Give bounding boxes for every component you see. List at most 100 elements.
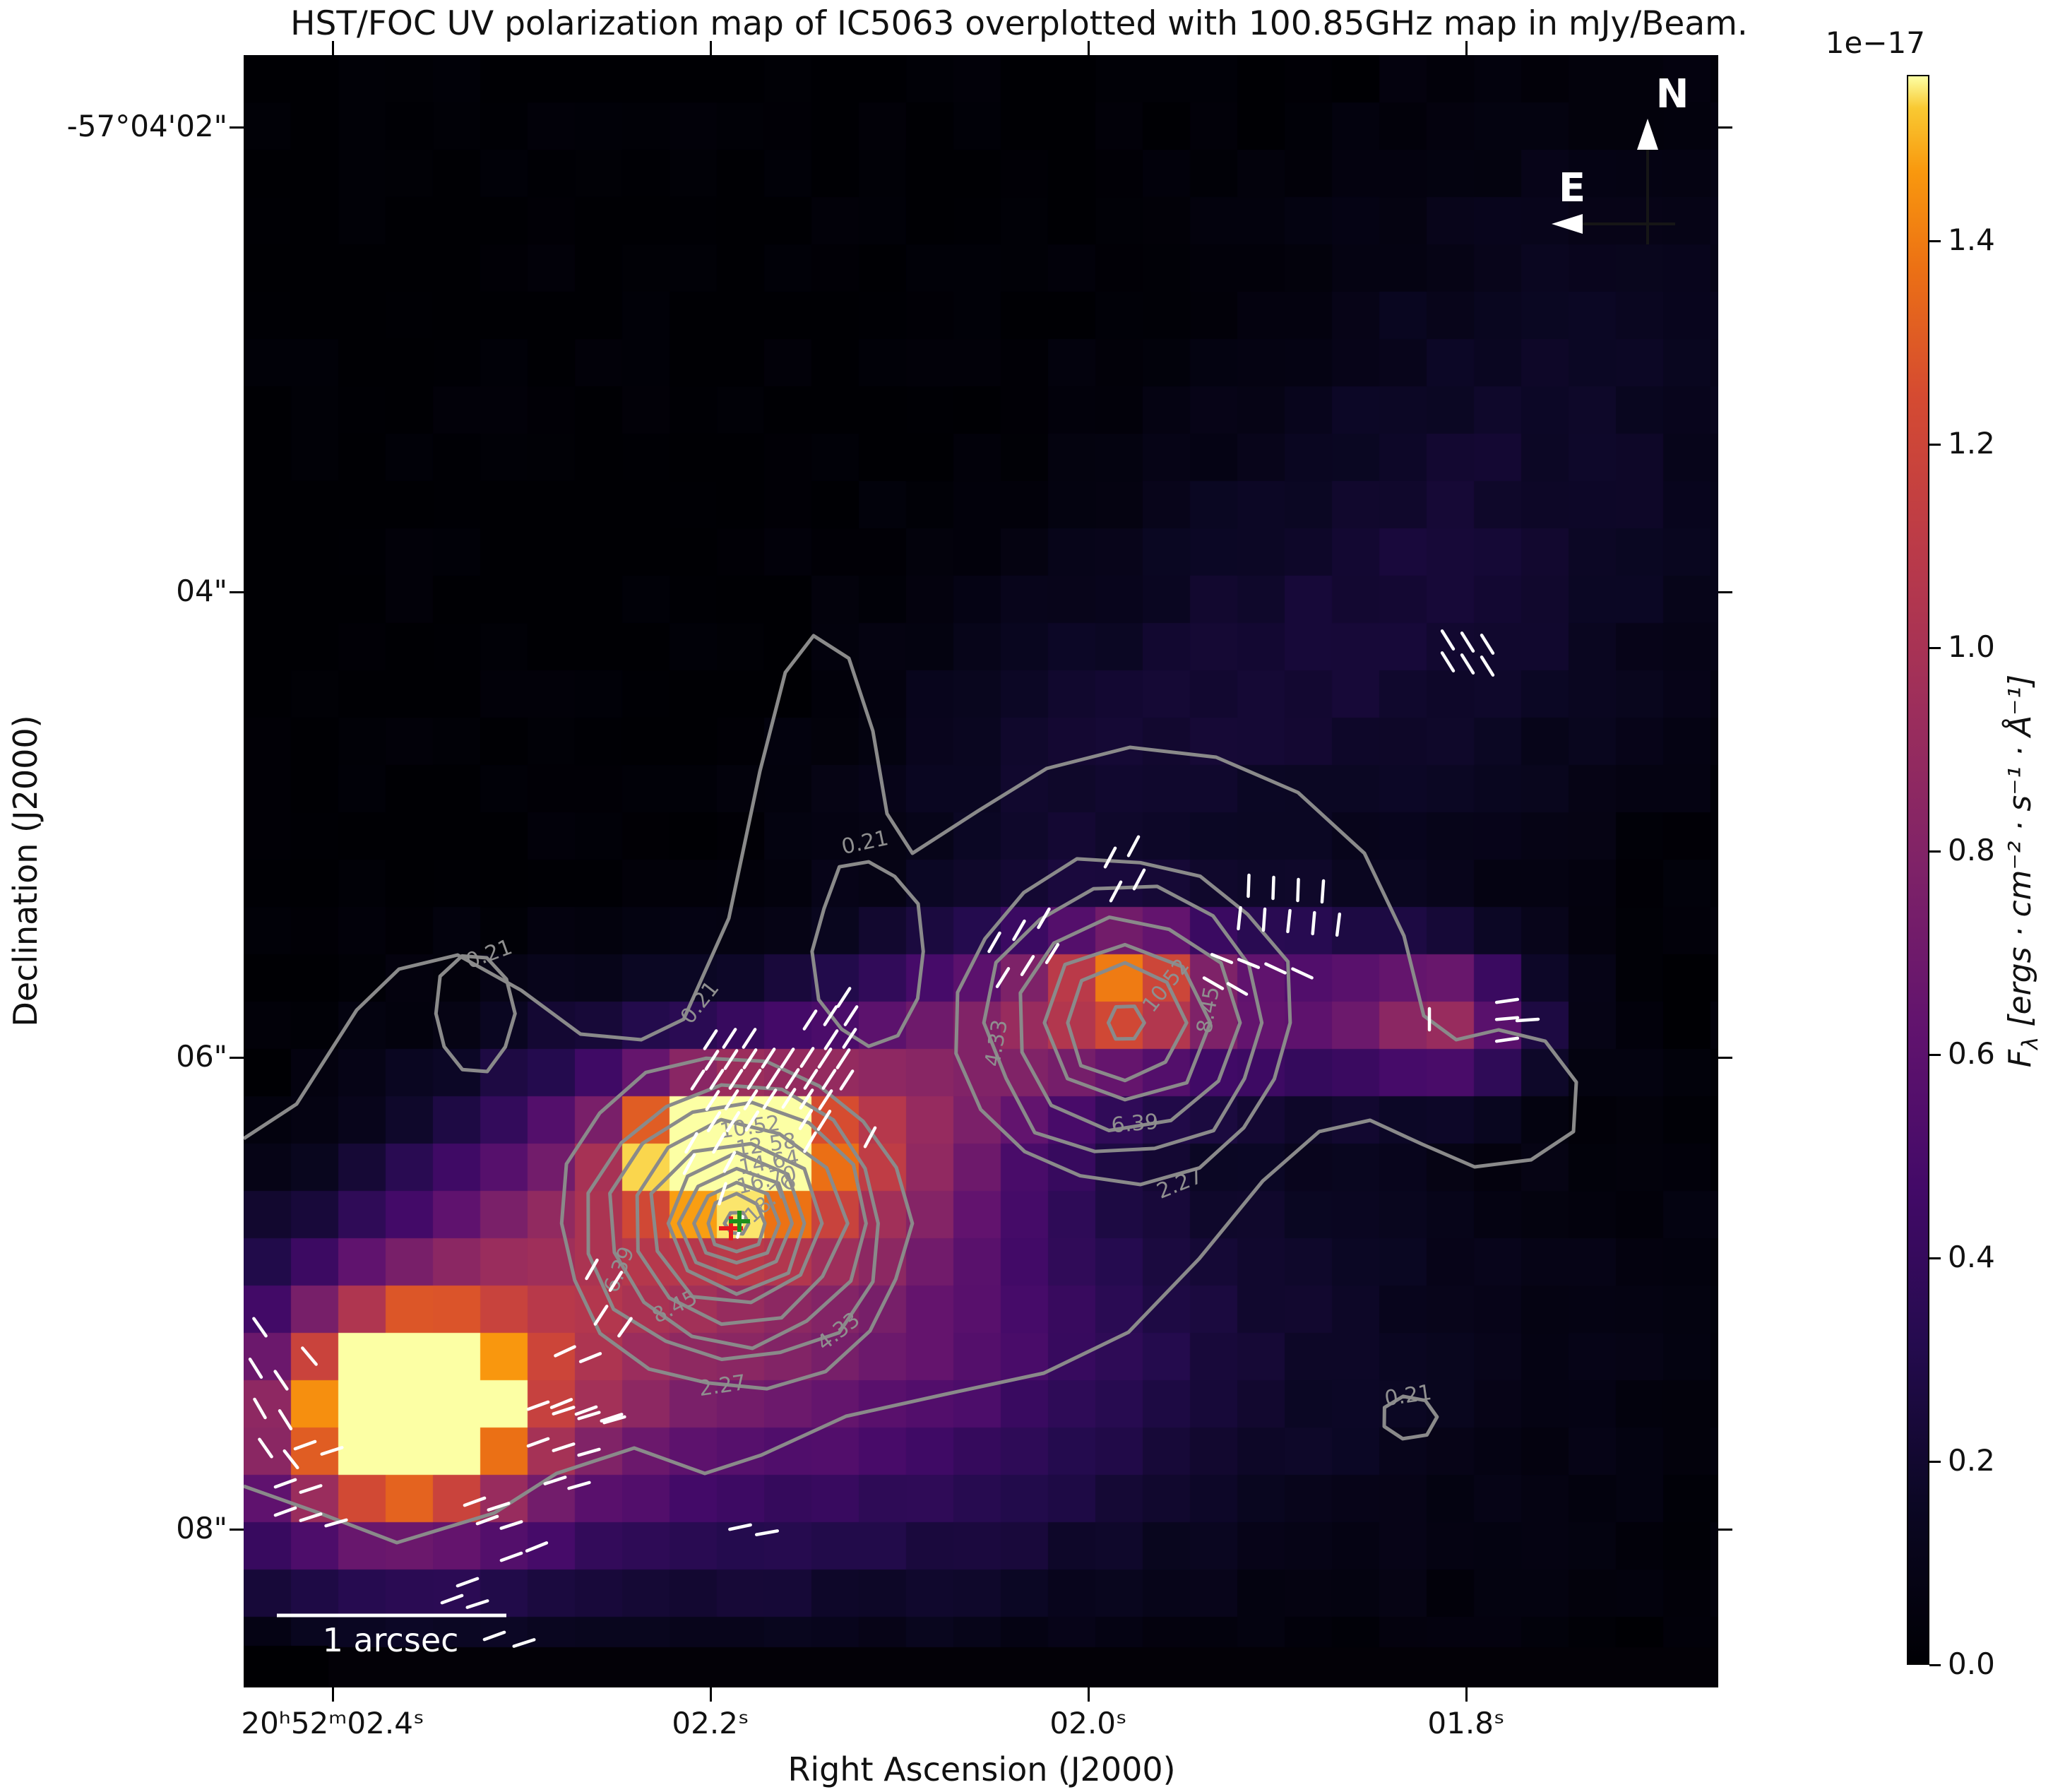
polarization-vector [578, 1352, 602, 1363]
polarization-vector [1515, 1017, 1540, 1023]
polarization-vector [512, 1638, 536, 1648]
polarization-vector [863, 1126, 877, 1149]
polarization-vector [803, 1131, 817, 1153]
contour-line [586, 1083, 880, 1362]
east-arrow-icon [1552, 214, 1583, 234]
compass-east-label: E [1559, 165, 1585, 211]
polarization-vector [703, 1029, 718, 1050]
polarization-vector [1109, 880, 1123, 903]
contour-line [1042, 942, 1213, 1102]
polarization-vector [1311, 910, 1316, 936]
polarization-vector [278, 1409, 293, 1430]
polarization-vector [803, 1069, 819, 1090]
dec-tick-label: 08" [176, 1511, 227, 1545]
x-axis-label: Right Ascension (J2000) [787, 1750, 1176, 1788]
contour-line [1066, 961, 1189, 1083]
polarization-vector [728, 1069, 744, 1090]
polarization-vector [742, 1048, 758, 1069]
polarization-vector [762, 1088, 778, 1110]
polarization-vector [987, 931, 1001, 954]
polarization-vector [463, 1496, 487, 1507]
polarization-vector [574, 1405, 598, 1416]
contour-line [608, 1100, 868, 1351]
dec-tick-right [1718, 1528, 1732, 1531]
colorbar-tick-label: 0.8 [1948, 833, 1995, 867]
polarization-vector [282, 1449, 299, 1470]
ra-tick-top [1087, 41, 1090, 55]
polarization-vector [816, 1110, 832, 1131]
contour-label: 0.21 [839, 826, 891, 860]
contour-line [677, 1166, 795, 1281]
polarization-vector [482, 1630, 506, 1642]
ra-tick-label: 02.2ˢ [672, 1706, 749, 1740]
polarization-vector [1494, 997, 1520, 1004]
contour-line-outer [244, 634, 1578, 1545]
polarization-vector [742, 1028, 757, 1049]
polarization-vector [1286, 908, 1292, 934]
colorbar-tick [1929, 1663, 1941, 1666]
polarization-vector [843, 1005, 859, 1026]
colorbar-tick-label: 1.0 [1948, 629, 1995, 664]
polarization-vector [781, 1088, 797, 1109]
polarization-vector [839, 1069, 855, 1091]
polarization-vector [723, 1049, 739, 1070]
polarization-vector [1494, 1036, 1520, 1043]
polarization-vector [487, 1502, 511, 1512]
polarization-vector [712, 1132, 726, 1154]
plot-area: 0.210.210.210.2110.5212.5814.6416.7018.7… [244, 55, 1718, 1687]
polarization-vector [743, 1089, 758, 1110]
ra-tick-top [1465, 41, 1468, 55]
contour-line [635, 1117, 850, 1327]
polarization-vector [799, 1047, 815, 1068]
polarization-vector [799, 1088, 814, 1110]
polarization-vector [780, 1048, 795, 1069]
colorbar-tick-label: 0.2 [1948, 1443, 1995, 1478]
polarization-vector [817, 1048, 833, 1069]
polarization-vector [761, 1048, 776, 1069]
polarization-vector [1012, 919, 1026, 942]
contour-label: 6.39 [1110, 1110, 1160, 1139]
polarization-vector [798, 1109, 814, 1130]
contour-line-loop [434, 954, 517, 1074]
contour-line [1018, 915, 1242, 1133]
contour-line [649, 1141, 824, 1305]
colorbar-tick-label: 0.4 [1948, 1240, 1995, 1274]
contour-line-loop [1382, 1394, 1439, 1441]
polarization-vector [258, 1437, 273, 1459]
colorbar-tick [1929, 443, 1941, 446]
polarization-vector [1045, 943, 1060, 964]
contour-line [982, 884, 1264, 1153]
polarization-vector [682, 1153, 696, 1175]
contour-label: 0.21 [463, 934, 516, 974]
polarization-vector [1296, 877, 1300, 903]
dec-tick-label: -57°04'02" [66, 109, 227, 143]
polarization-vector [440, 1594, 464, 1605]
polarization-vector [1020, 955, 1035, 976]
polarization-vector [785, 1068, 800, 1089]
polarization-vector [543, 1476, 567, 1485]
polarization-vector [818, 1089, 833, 1110]
contour-line [559, 1056, 915, 1391]
north-arrow-icon [1637, 119, 1658, 150]
contour-line [706, 1192, 767, 1254]
dec-tick-right [1718, 126, 1732, 129]
polarization-vector [995, 967, 1011, 988]
colorbar-tick [1929, 239, 1941, 242]
polarization-vector [684, 1132, 698, 1154]
polarization-vector [1202, 976, 1225, 990]
colorbar-tick-label: 0.6 [1948, 1036, 1995, 1071]
polarization-vector [253, 1397, 267, 1420]
polarization-vector [821, 1069, 837, 1090]
colorbar-tick [1929, 646, 1941, 649]
polarization-vector [602, 1415, 626, 1425]
polarization-vector [554, 1345, 576, 1358]
ra-tick-bottom [331, 1687, 334, 1702]
polarization-vector [1246, 873, 1251, 898]
polarization-vector [593, 1305, 609, 1326]
contour-line-core [1106, 1004, 1146, 1041]
colorbar-tick [1929, 1257, 1941, 1259]
plot-title: HST/FOC UV polarization map of IC5063 ov… [290, 4, 1748, 43]
polarization-vector [577, 1447, 601, 1457]
polarization-vector [475, 1514, 499, 1526]
